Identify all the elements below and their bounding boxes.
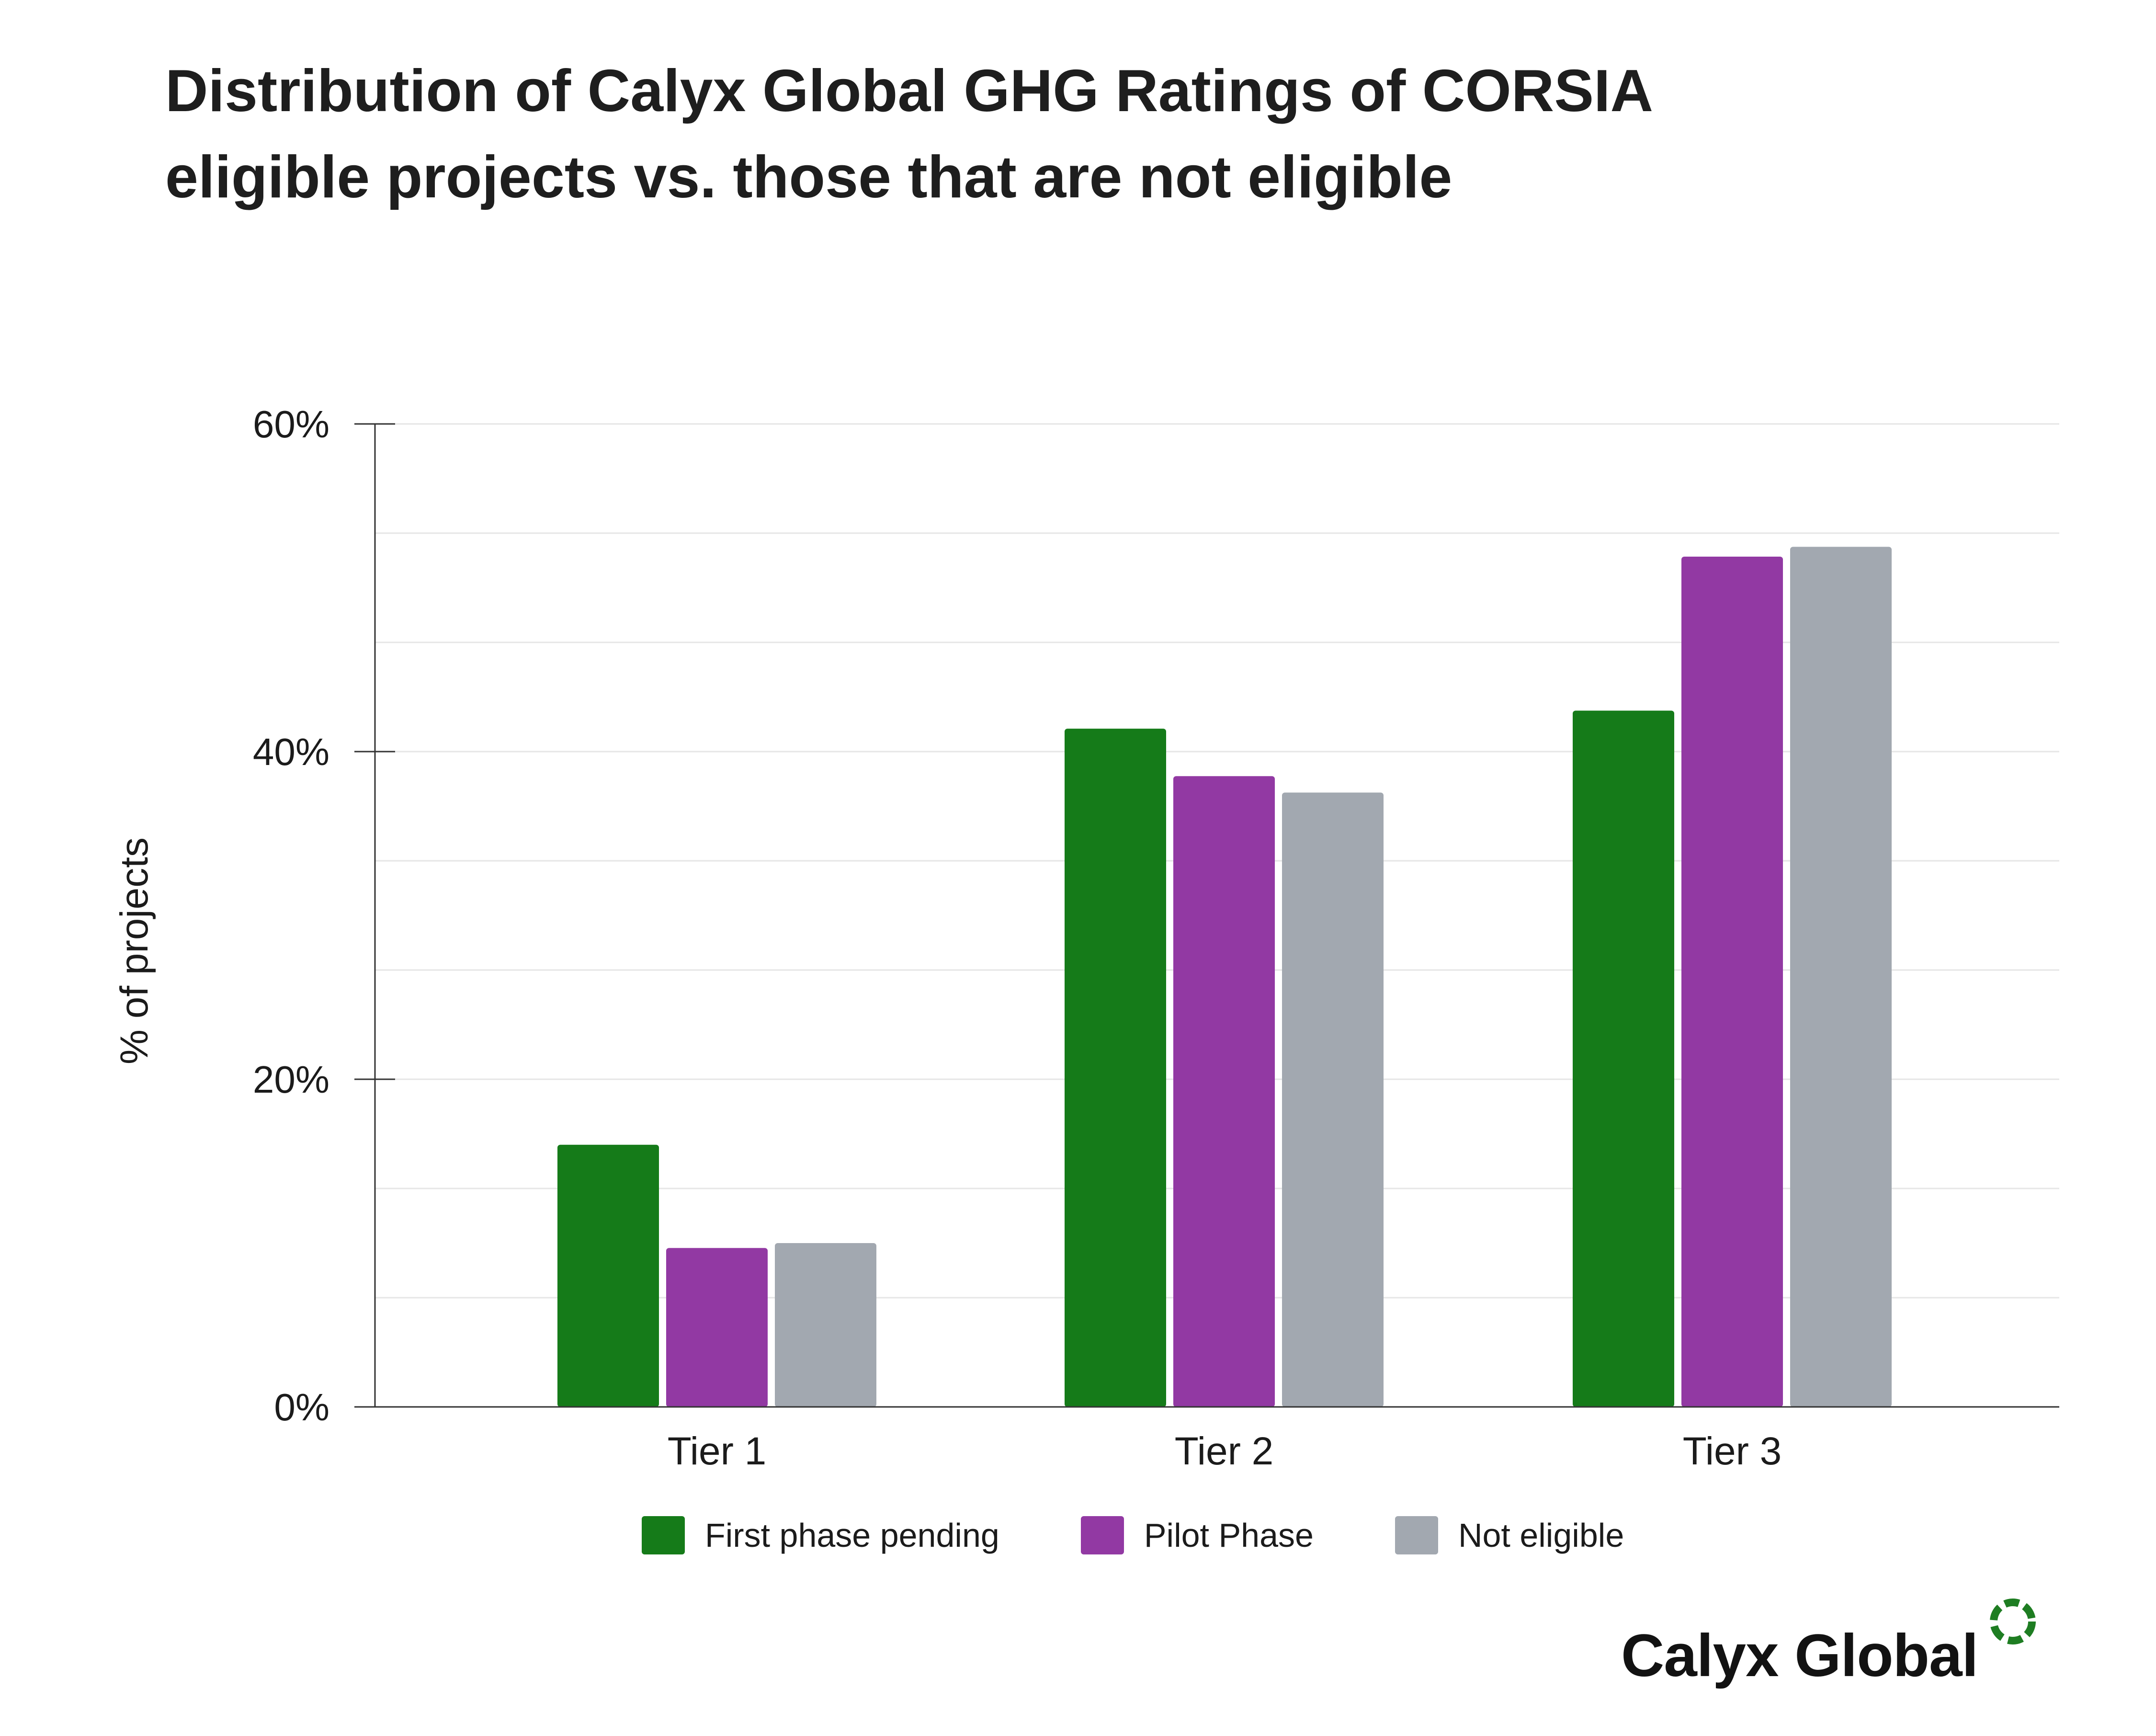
dashed-circle-icon [1990, 1599, 2036, 1645]
y-tick-label: 60% [253, 403, 329, 445]
bar-chart: 0% 20% 40% 60% Tier 1 Tier 2 Tier 3 % of proj… [113, 403, 2059, 1473]
legend-label-first-phase-pending: First phase pending [705, 1517, 999, 1554]
bar-tier-1-pilot-phase [666, 1248, 768, 1407]
y-tick-label: 0% [274, 1386, 329, 1428]
legend-swatch-first-phase-pending [642, 1516, 685, 1554]
x-tick-label: Tier 3 [1683, 1429, 1782, 1473]
x-tick-label: Tier 2 [1175, 1429, 1274, 1473]
y-tick-label: 40% [253, 731, 329, 773]
y-axis-ticks: 0% 20% 40% 60% [253, 403, 395, 1428]
legend-item-not-eligible: Not eligible [1395, 1516, 1624, 1554]
calyx-global-logo: Calyx Global [1621, 1595, 2039, 1690]
chart-title-line-2: eligible projects vs. those that are not… [165, 144, 1452, 210]
legend-item-pilot-phase: Pilot Phase [1080, 1516, 1314, 1554]
legend-label-not-eligible: Not eligible [1458, 1517, 1624, 1554]
bar-tier-3-first-phase-pending [1573, 710, 1674, 1407]
bar-tier-1-first-phase-pending [557, 1144, 659, 1407]
bar-tier-3-not-eligible [1790, 547, 1892, 1407]
legend-swatch-not-eligible [1395, 1516, 1438, 1554]
legend: First phase pending Pilot Phase Not elig… [642, 1516, 1624, 1554]
bar-tier-1-not-eligible [775, 1243, 876, 1407]
chart-title: Distribution of Calyx Global GHG Ratings… [165, 48, 2033, 220]
chart-title-line-1: Distribution of Calyx Global GHG Ratings… [165, 58, 1654, 124]
bar-tier-3-pilot-phase [1681, 557, 1783, 1407]
x-tick-label: Tier 1 [668, 1429, 767, 1473]
bar-tier-2-not-eligible [1282, 792, 1384, 1407]
legend-item-first-phase-pending: First phase pending [642, 1516, 999, 1554]
bars [557, 547, 1892, 1407]
legend-swatch-pilot-phase [1080, 1516, 1124, 1554]
bar-tier-2-first-phase-pending [1065, 729, 1166, 1407]
bar-tier-2-pilot-phase [1173, 776, 1275, 1407]
logo-text: Calyx Global [1621, 1622, 1978, 1689]
y-tick-label: 20% [253, 1058, 329, 1101]
legend-label-pilot-phase: Pilot Phase [1144, 1517, 1314, 1554]
y-axis-label: % of projects [113, 837, 156, 1064]
x-axis-labels: Tier 1 Tier 2 Tier 3 [668, 1429, 1782, 1473]
